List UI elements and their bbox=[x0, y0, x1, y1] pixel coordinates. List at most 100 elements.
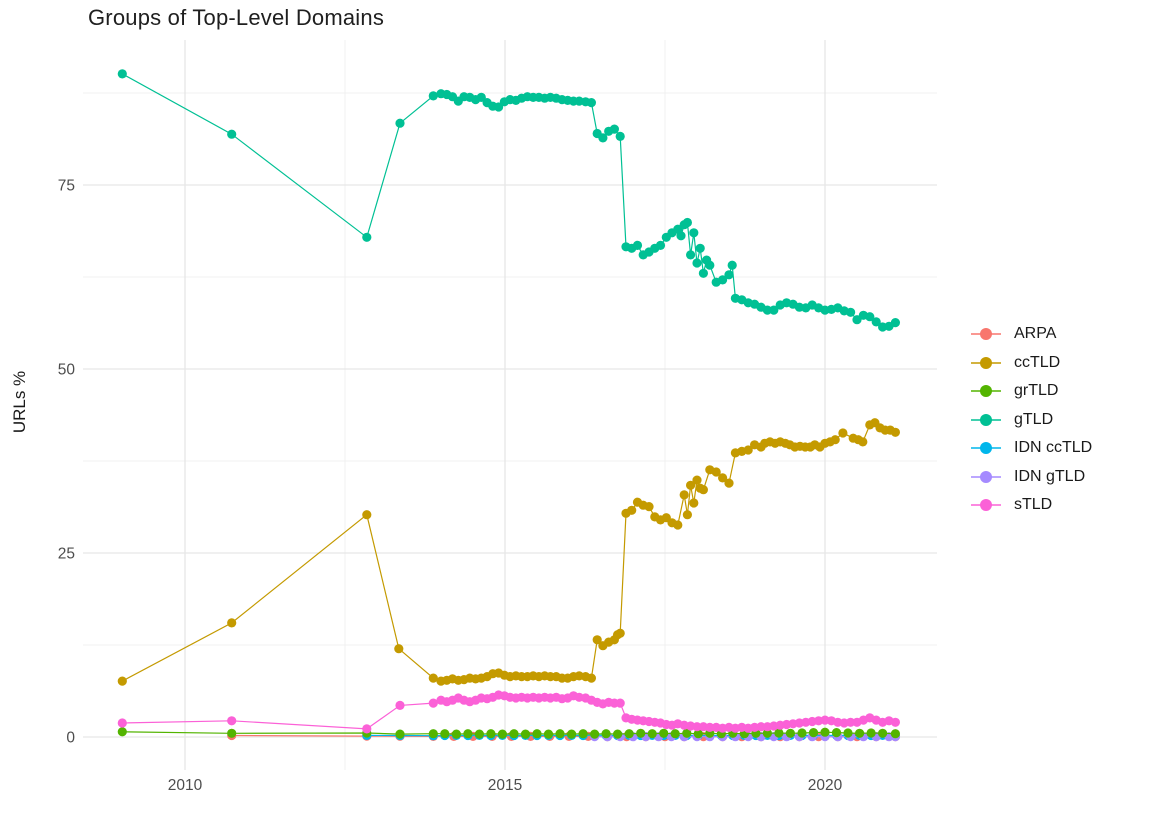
data-point bbox=[428, 698, 438, 708]
data-point bbox=[774, 728, 784, 738]
legend-label: sTLD bbox=[1014, 496, 1053, 514]
data-point bbox=[543, 729, 554, 739]
data-point bbox=[428, 673, 438, 683]
data-point bbox=[692, 722, 702, 732]
data-point bbox=[428, 91, 438, 101]
data-point bbox=[474, 729, 484, 739]
data-point bbox=[878, 728, 888, 738]
series-line bbox=[122, 73, 896, 328]
legend-label: gTLD bbox=[1014, 410, 1054, 428]
data-point bbox=[655, 240, 666, 250]
data-point bbox=[846, 307, 856, 317]
data-point bbox=[866, 728, 876, 738]
data-point bbox=[362, 510, 372, 520]
legend-key-icon bbox=[971, 328, 1001, 341]
series-cctld bbox=[117, 418, 901, 686]
data-point bbox=[627, 505, 637, 515]
legend-item-arpa: ARPA bbox=[971, 320, 1092, 349]
data-point bbox=[394, 644, 404, 654]
data-point bbox=[567, 729, 577, 739]
y-tick-label: 50 bbox=[58, 362, 76, 379]
data-point bbox=[532, 729, 542, 739]
data-point bbox=[808, 728, 819, 738]
y-tick-label: 75 bbox=[58, 178, 75, 195]
data-point bbox=[362, 724, 372, 734]
data-point bbox=[711, 467, 721, 477]
data-point bbox=[227, 728, 237, 738]
legend-item-idn-cctld: IDN ccTLD bbox=[971, 434, 1092, 463]
legend-item-stld: sTLD bbox=[971, 491, 1092, 520]
data-point bbox=[117, 718, 127, 728]
data-point bbox=[555, 729, 565, 739]
data-point bbox=[692, 475, 702, 485]
data-point bbox=[117, 676, 127, 686]
data-point bbox=[395, 700, 405, 711]
legend: ARPA ccTLD grTLD gTLD IDN ccTLD IDN gTLD sTLD bbox=[971, 320, 1092, 520]
data-point bbox=[395, 729, 405, 739]
data-point bbox=[615, 698, 625, 708]
data-point bbox=[682, 217, 693, 228]
series-stld bbox=[117, 690, 901, 734]
data-point bbox=[673, 520, 683, 530]
data-point bbox=[613, 729, 623, 739]
series-line bbox=[122, 421, 896, 682]
data-point bbox=[724, 270, 734, 280]
data-point bbox=[586, 673, 597, 683]
data-point bbox=[724, 478, 734, 488]
data-point bbox=[590, 729, 600, 739]
data-point bbox=[601, 729, 611, 739]
legend-item-cctld: ccTLD bbox=[971, 349, 1092, 378]
data-point bbox=[890, 717, 901, 727]
data-point bbox=[624, 729, 634, 739]
data-point bbox=[797, 728, 807, 738]
data-point bbox=[718, 473, 728, 483]
data-point bbox=[609, 124, 620, 134]
data-point bbox=[117, 69, 127, 79]
legend-key-icon bbox=[971, 413, 1001, 426]
data-point bbox=[852, 315, 862, 325]
data-point bbox=[846, 717, 856, 727]
legend-item-gtld: gTLD bbox=[971, 406, 1092, 435]
data-point bbox=[227, 716, 237, 726]
data-point bbox=[679, 490, 689, 500]
data-point bbox=[686, 480, 696, 490]
data-point bbox=[838, 428, 848, 438]
data-point bbox=[843, 728, 853, 738]
data-point bbox=[705, 260, 715, 270]
data-point bbox=[689, 228, 699, 238]
data-point bbox=[769, 305, 779, 315]
data-point bbox=[428, 729, 438, 739]
data-point bbox=[743, 445, 753, 455]
x-tick-label: 2015 bbox=[488, 777, 522, 794]
data-point bbox=[865, 312, 875, 322]
data-point bbox=[578, 729, 588, 739]
data-point bbox=[695, 243, 705, 253]
data-point bbox=[615, 628, 625, 638]
data-point bbox=[486, 729, 496, 739]
legend-label: IDN ccTLD bbox=[1014, 439, 1093, 457]
y-tick-label: 25 bbox=[58, 546, 75, 563]
data-point bbox=[659, 728, 669, 738]
data-point bbox=[871, 317, 881, 327]
x-tick-label: 2010 bbox=[168, 777, 203, 794]
data-point bbox=[509, 729, 519, 739]
data-point bbox=[890, 729, 901, 739]
series-grtld bbox=[117, 727, 901, 739]
data-point bbox=[586, 98, 597, 108]
data-point bbox=[762, 728, 773, 738]
legend-label: ccTLD bbox=[1014, 353, 1061, 371]
data-point bbox=[686, 250, 696, 260]
data-point bbox=[463, 729, 473, 739]
data-point bbox=[890, 318, 901, 328]
legend-key-icon bbox=[971, 470, 1001, 483]
legend-key-icon bbox=[971, 356, 1001, 369]
data-point bbox=[362, 232, 372, 242]
data-point bbox=[693, 729, 703, 739]
legend-item-grtld: grTLD bbox=[971, 377, 1092, 406]
data-point bbox=[705, 722, 715, 733]
data-point bbox=[831, 728, 842, 738]
data-point bbox=[440, 729, 450, 739]
legend-key-icon bbox=[971, 499, 1001, 512]
